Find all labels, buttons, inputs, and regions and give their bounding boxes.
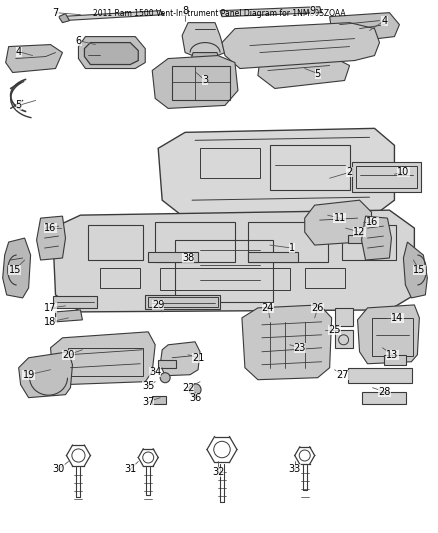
Polygon shape: [59, 14, 70, 22]
Circle shape: [189, 384, 201, 395]
Text: 21: 21: [192, 353, 204, 363]
Text: 25: 25: [328, 325, 341, 335]
Text: 9: 9: [310, 6, 316, 15]
Polygon shape: [160, 342, 200, 376]
Text: 32: 32: [212, 467, 224, 478]
Bar: [248, 222, 328, 262]
Text: 27: 27: [336, 370, 349, 379]
Text: 6: 6: [75, 36, 81, 46]
Text: 30: 30: [53, 464, 65, 474]
Text: 5: 5: [15, 100, 22, 110]
Bar: [361, 392, 406, 403]
Text: 17: 17: [44, 303, 57, 313]
Bar: [335, 330, 353, 348]
Text: 4: 4: [16, 46, 22, 56]
Text: 20: 20: [62, 350, 74, 360]
Polygon shape: [152, 55, 238, 108]
Text: 18: 18: [44, 317, 57, 327]
Bar: [160, 268, 290, 290]
Text: 1: 1: [289, 243, 295, 253]
Text: 19: 19: [22, 370, 35, 379]
Bar: [152, 395, 166, 403]
Bar: [158, 360, 176, 368]
Bar: [385, 355, 406, 365]
Text: 15: 15: [8, 265, 21, 275]
Text: 12: 12: [353, 227, 366, 237]
Bar: [175, 240, 273, 302]
Text: 11: 11: [333, 213, 346, 223]
Bar: [155, 222, 235, 262]
Polygon shape: [222, 22, 379, 69]
Bar: [352, 162, 421, 192]
Bar: [88, 225, 143, 260]
Polygon shape: [403, 242, 427, 298]
Text: 5: 5: [314, 69, 321, 78]
Polygon shape: [53, 210, 414, 312]
Polygon shape: [3, 238, 31, 298]
Text: 7: 7: [53, 7, 59, 18]
Text: 23: 23: [293, 343, 306, 353]
Text: 29: 29: [152, 300, 164, 310]
Bar: [148, 297, 218, 307]
Polygon shape: [305, 200, 371, 245]
Text: 10: 10: [397, 167, 410, 177]
Text: 15: 15: [413, 265, 426, 275]
Polygon shape: [6, 45, 63, 72]
Bar: [248, 252, 298, 262]
Bar: [172, 66, 230, 100]
Text: 16: 16: [366, 217, 378, 227]
Bar: [68, 348, 143, 376]
Bar: [342, 225, 396, 260]
Polygon shape: [242, 305, 332, 379]
Polygon shape: [78, 37, 145, 69]
Bar: [148, 252, 198, 262]
Text: 26: 26: [311, 303, 324, 313]
Text: 36: 36: [189, 393, 201, 402]
Bar: [100, 268, 140, 288]
Polygon shape: [85, 43, 138, 64]
Polygon shape: [19, 352, 72, 398]
Text: 3: 3: [202, 76, 208, 85]
Text: 4: 4: [381, 15, 388, 26]
Text: 2: 2: [346, 167, 353, 177]
Polygon shape: [182, 22, 225, 61]
Bar: [335, 308, 353, 326]
Bar: [348, 235, 366, 243]
Text: 22: 22: [182, 383, 194, 393]
Text: 24: 24: [261, 303, 274, 313]
Polygon shape: [220, 7, 321, 17]
Text: 28: 28: [378, 386, 391, 397]
Text: 34: 34: [149, 367, 161, 377]
Bar: [200, 148, 260, 178]
Text: 31: 31: [124, 464, 136, 474]
Bar: [305, 268, 345, 288]
Polygon shape: [37, 216, 66, 260]
Circle shape: [160, 373, 170, 383]
Polygon shape: [56, 310, 82, 322]
Polygon shape: [158, 128, 395, 218]
Text: 8: 8: [182, 6, 188, 15]
Polygon shape: [59, 11, 164, 21]
Text: 37: 37: [142, 397, 155, 407]
Bar: [356, 166, 417, 188]
Polygon shape: [50, 332, 155, 385]
Polygon shape: [258, 55, 350, 88]
Text: 2011 Ram 1500 Vent-Instrument Panel Diagram for 1NM80SZOAA: 2011 Ram 1500 Vent-Instrument Panel Diag…: [93, 9, 345, 18]
Polygon shape: [190, 53, 220, 62]
Bar: [145, 295, 220, 309]
Text: 35: 35: [142, 381, 155, 391]
Bar: [348, 368, 413, 383]
Polygon shape: [330, 13, 399, 43]
Bar: [270, 146, 350, 190]
Text: 38: 38: [182, 253, 194, 263]
Text: 16: 16: [44, 223, 57, 233]
Text: 14: 14: [391, 313, 403, 323]
Bar: [53, 296, 97, 308]
Polygon shape: [361, 216, 392, 260]
Bar: [371, 318, 413, 356]
Polygon shape: [357, 305, 419, 364]
Text: 13: 13: [386, 350, 399, 360]
Text: 33: 33: [289, 464, 301, 474]
